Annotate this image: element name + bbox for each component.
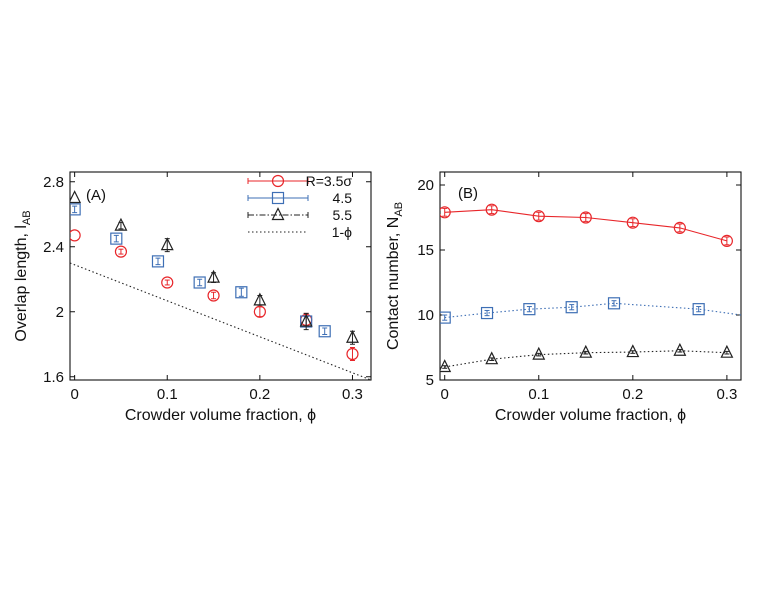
reference-line-1-phi: [70, 262, 371, 380]
data-point: [114, 245, 128, 258]
series-square: [70, 203, 331, 338]
plot-area: [70, 190, 371, 380]
data-point: [440, 359, 452, 373]
x-tick-label: 0: [70, 386, 78, 403]
data-point: [253, 305, 266, 318]
x-tick-label: 0.1: [157, 386, 178, 403]
x-axis-label: Crowder volume fraction, ϕ: [495, 407, 686, 424]
y-axis-label-main: Overlap length, l: [13, 225, 30, 342]
data-point: [207, 269, 221, 283]
data-point: [532, 346, 546, 360]
y-tick-label: 2: [56, 304, 64, 321]
x-tick-label: 0.3: [716, 386, 737, 403]
data-point: [480, 306, 494, 320]
data-point: [720, 344, 734, 358]
y-tick-label: 10: [417, 307, 434, 324]
x-tick-label: 0.2: [249, 386, 270, 403]
data-point: [193, 276, 206, 289]
data-point: [235, 286, 248, 299]
x-axis-label: Crowder volume fraction, ϕ: [125, 407, 316, 424]
series-square: [440, 297, 741, 324]
data-point: [565, 301, 578, 314]
legend-entry: 4.5: [247, 190, 353, 206]
legend-label: 1-ϕ: [332, 224, 352, 240]
y-axis-label-main: Contact number, N: [385, 217, 402, 350]
y-axis-label-subscript: AB: [393, 202, 405, 217]
series-triangle: [440, 342, 734, 373]
data-point: [579, 344, 593, 358]
panel-a-overlap-length: 0 0.1 0.2 0.3 1.6 2 2.4 2.8 Crowder volume fract…: [13, 171, 372, 424]
x-tick-label: 0.1: [528, 386, 549, 403]
legend-label: R=3.5σ: [306, 173, 353, 189]
legend-label: 4.5: [333, 190, 353, 206]
legend-marker: [271, 174, 285, 188]
y-tick-label: 5: [426, 372, 434, 389]
data-point: [346, 329, 359, 343]
data-point: [70, 203, 81, 216]
panel-label: (B): [458, 185, 478, 202]
legend-entry: 1-ϕ: [248, 224, 352, 240]
legend-label: 5.5: [333, 207, 353, 223]
data-point: [70, 190, 82, 204]
data-point: [207, 289, 220, 302]
data-point: [485, 351, 499, 365]
series-triangle: [70, 190, 359, 345]
panel-b-contact-number: 0 0.1 0.2 0.3 5 10 15 20 Crowder volume fraction…: [385, 171, 742, 424]
data-point: [607, 297, 621, 310]
data-point: [110, 232, 123, 245]
x-tick-label: 0: [441, 386, 449, 403]
data-point: [440, 206, 451, 219]
data-point: [440, 311, 451, 324]
data-point: [673, 342, 687, 356]
data-point: [114, 217, 128, 231]
legend-entry: 5.5: [247, 207, 353, 223]
y-tick-label: 1.6: [43, 369, 64, 386]
x-tick-label: 0.3: [342, 386, 363, 403]
data-point: [720, 234, 733, 247]
x-tick-label: 0.2: [622, 386, 643, 403]
data-point: [346, 347, 359, 361]
legend-entry: R=3.5σ: [247, 173, 353, 189]
legend-marker: [271, 191, 285, 205]
panel-label: (A): [86, 187, 106, 204]
y-tick-label: 15: [417, 242, 434, 259]
data-point: [253, 292, 267, 306]
legend-marker: [271, 207, 285, 221]
y-axis-label: Contact number, NAB: [385, 202, 405, 350]
data-point: [318, 325, 331, 338]
y-tick-label: 20: [417, 177, 434, 194]
y-axis-label: Overlap length, lAB: [13, 210, 33, 341]
data-point: [151, 255, 165, 268]
data-point: [161, 276, 174, 289]
data-point: [523, 303, 536, 316]
data-point: [299, 313, 313, 327]
data-point: [160, 237, 174, 251]
data-point: [692, 303, 705, 316]
series-circle: [440, 203, 733, 247]
data-point: [532, 210, 545, 223]
y-axis-label-subscript: AB: [21, 210, 33, 225]
y-tick-label: 2.8: [43, 174, 64, 191]
data-point: [673, 221, 686, 234]
data-point: [626, 344, 640, 358]
data-point: [579, 211, 592, 224]
data-point: [485, 203, 498, 216]
plot-frame: [439, 171, 742, 381]
data-point: [626, 216, 639, 229]
y-tick-label: 2.4: [43, 239, 64, 256]
plot-frame: [69, 171, 372, 381]
plot-area: [440, 203, 741, 373]
legend: R=3.5σ4.55.51-ϕ: [247, 173, 353, 240]
data-point: [70, 229, 81, 242]
series-circle: [70, 229, 359, 361]
